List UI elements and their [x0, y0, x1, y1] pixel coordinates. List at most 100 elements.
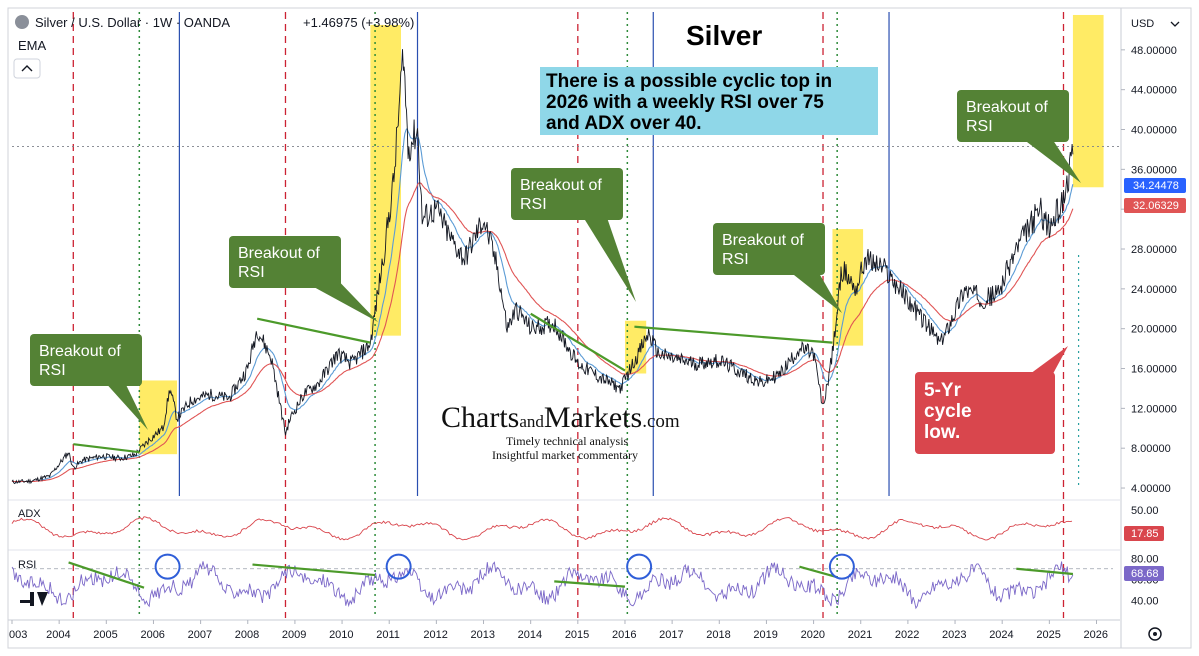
price-tick-label: 44.00000 [1131, 85, 1177, 97]
cycle-low-box [915, 372, 1055, 454]
time-tick-label: 2007 [188, 629, 212, 641]
price-tick-label: 12.00000 [1131, 403, 1177, 415]
breakout-callout-text: Breakout of [966, 99, 1048, 116]
adx-layer: 50.00 [11, 505, 1159, 541]
price-tick-label: 40.00000 [1131, 125, 1177, 137]
watermark-tagline-1: Timely technical analysis [506, 434, 629, 448]
time-tick-label: 2009 [282, 629, 306, 641]
breakout-callout-box [511, 168, 623, 220]
chart-frame [7, 7, 1192, 649]
watermark: ChartsandMarkets.com Timely technical an… [441, 401, 680, 462]
time-tick-label: 2014 [518, 629, 542, 641]
adx-value-badge [1124, 526, 1164, 541]
breakout-callout-box [30, 334, 142, 386]
time-tick-label: 2022 [895, 629, 919, 641]
rsi-panel-label: RSI [18, 559, 36, 571]
time-tick-label: 2011 [376, 629, 400, 641]
rsi-trendline [252, 563, 376, 577]
time-axis: 003 2004 2005 2006 2007 2008 2009 2010 2011 2012 2… [9, 620, 1108, 641]
time-tick-label: 2025 [1036, 629, 1060, 641]
time-tick-label: 2005 [93, 629, 117, 641]
price-trendline [73, 443, 140, 454]
time-tick-label: 003 [9, 629, 27, 641]
rsi-value-badge [1124, 566, 1164, 581]
cycle-note: There is a possible cyclic top in 2026 w… [540, 67, 878, 135]
cycle-low-text: low. [924, 422, 960, 443]
rsi-tick-label: 40.00 [1131, 595, 1159, 607]
adx-value-label: 17.85 [1131, 528, 1159, 540]
adx-tick-label: 50.00 [1131, 505, 1159, 517]
callouts-layer: Breakout of RSI Breakout of RSI Breakout of R… [30, 90, 1081, 454]
breakout-callout-text: Breakout of [238, 245, 320, 262]
breakout-callout-text: Breakout of [39, 343, 121, 360]
rsi-breakout-circle [385, 553, 412, 580]
highlight-box [624, 320, 647, 374]
ema-fast-line [11, 128, 1074, 483]
highlight-box [832, 229, 864, 346]
price-tick-label: 24.00000 [1131, 284, 1177, 296]
price-tick-label: 28.00000 [1131, 244, 1177, 256]
current-price-label: 34.24478 [1133, 180, 1179, 192]
price-tick-label: 20.00000 [1131, 324, 1177, 336]
highlight-box [1072, 14, 1104, 188]
price-layer [11, 49, 1074, 485]
rsi-trendline [554, 580, 626, 588]
currency-dropdown-icon[interactable] [1170, 21, 1180, 27]
watermark-tagline-2: Insightful market commentary [492, 448, 638, 462]
time-tick-label: 2013 [471, 629, 495, 641]
settings-gear-icon[interactable] [1148, 627, 1162, 641]
breakout-callout-text: RSI [238, 264, 265, 281]
cycle-note-background [540, 67, 878, 135]
time-tick-label: 2026 [1083, 629, 1107, 641]
price-trendline [634, 325, 833, 344]
collapse-legend-button[interactable] [13, 58, 41, 79]
time-tick-label: 2018 [706, 629, 730, 641]
cycle-note-line-1: There is a possible cyclic top in [546, 71, 832, 92]
rsi-trendline [1016, 567, 1074, 576]
breakout-callout-box [957, 90, 1069, 142]
cycle-low-text: 5-Yr [924, 380, 962, 401]
breakout-callout-box [713, 223, 825, 275]
ema-legend-label: EMA [18, 38, 47, 53]
time-tick-label: 2008 [235, 629, 259, 641]
highlight-layer [139, 14, 1104, 455]
breakout-callout-text: RSI [520, 196, 547, 213]
price-line [11, 49, 1074, 485]
ema-price-label: 32.06329 [1133, 200, 1179, 212]
rsi-value-label: 68.68 [1131, 568, 1159, 580]
breakout-callout-text: RSI [966, 118, 993, 135]
price-change: +1.46975 (+3.98%) [303, 15, 414, 30]
symbol-title: Silver / U.S. Dollar · 1W · OANDA [35, 15, 230, 30]
watermark-brand: ChartsandMarkets.com [441, 401, 680, 434]
header-legend: Silver / U.S. Dollar · 1W · OANDA +1.469… [13, 15, 414, 79]
rsi-breakout-circle [828, 553, 855, 580]
rsi-tick-label: 80.00 [1131, 553, 1159, 565]
currency-label: USD [1131, 18, 1154, 30]
time-tick-label: 2023 [942, 629, 966, 641]
time-tick-label: 2020 [801, 629, 825, 641]
price-tick-label: 4.00000 [1131, 483, 1171, 495]
price-tick-label: 48.00000 [1131, 45, 1177, 57]
rsi-trendline [799, 565, 838, 579]
silver-symbol-icon [15, 15, 29, 29]
price-tick-label: 8.00000 [1131, 443, 1171, 455]
price-trendline [530, 312, 626, 372]
rsi-line [11, 561, 1074, 610]
cycle-low-text: cycle [924, 401, 972, 422]
chart-title: Silver [686, 20, 762, 51]
time-tick-label: 2016 [612, 629, 636, 641]
time-tick-label: 2021 [848, 629, 872, 641]
adx-line [11, 516, 1073, 541]
price-tick-label: 36.00000 [1131, 164, 1177, 176]
adx-panel-label: ADX [18, 508, 41, 520]
time-tick-label: 2010 [329, 629, 353, 641]
ema-layer [11, 128, 1074, 483]
price-tick-label: 16.00000 [1131, 364, 1177, 376]
breakout-callout-text: Breakout of [722, 232, 804, 249]
breakout-callout-text: RSI [39, 362, 66, 379]
settings-gear-center [1153, 632, 1157, 636]
ema-price-badge [1124, 198, 1186, 213]
time-tick-label: 2017 [659, 629, 683, 641]
